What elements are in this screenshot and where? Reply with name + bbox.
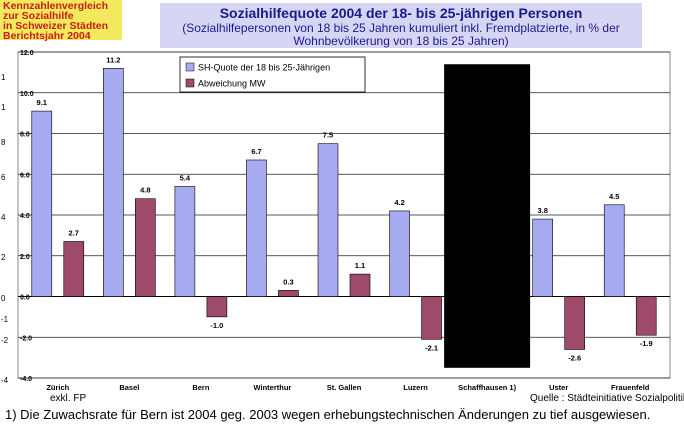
chart-subtitle-line1: (Sozialhilfepersonen von 18 bis 25 Jahre… <box>182 21 620 35</box>
x-tick-label: Frauenfeld <box>611 383 650 392</box>
bar-sh-quote <box>246 159 267 297</box>
data-label: 4.8 <box>140 186 150 195</box>
data-label: -1.9 <box>640 339 653 348</box>
edge-axis-label: 1 <box>1 103 6 112</box>
bar-sh-quote <box>103 68 124 297</box>
x-tick-label: Luzern <box>403 383 428 392</box>
data-label: 4.2 <box>394 198 404 207</box>
legend-box <box>179 56 366 93</box>
edge-axis-label: -2 <box>1 336 9 345</box>
source-note: Quelle : Städteinitiative Sozialpolitik … <box>530 393 684 404</box>
edge-axis-label: 2 <box>1 253 6 262</box>
x-tick-label: St. Gallen <box>327 383 362 392</box>
bar-sh-quote <box>31 110 53 297</box>
bar-abweichung <box>135 198 156 297</box>
x-tick-label: Basel <box>119 383 139 392</box>
bar-sh-quote <box>532 218 553 297</box>
y-tick-label: 10.0 <box>20 91 34 98</box>
x-tick-label: Zürich <box>46 383 69 392</box>
legend-label: SH-Quote der 18 bis 25-Jährigen <box>198 63 330 73</box>
bar-sh-quote <box>389 210 410 297</box>
bar-abweichung <box>564 296 585 350</box>
bar-abweichung <box>349 273 371 297</box>
data-label: 4.5 <box>609 192 619 201</box>
y-tick-label: 6.0 <box>20 172 30 179</box>
bar-sh-quote <box>317 143 339 297</box>
x-tick-label: Schaffhausen 1) <box>458 383 516 392</box>
edge-axis-label: 1 <box>1 73 6 82</box>
data-label: 7.5 <box>323 131 333 140</box>
legend-label: Abweichung MW <box>198 79 266 89</box>
data-label: -2.1 <box>425 343 438 352</box>
y-tick-label: 4.0 <box>20 213 30 220</box>
legend-swatch-sh-quote <box>185 62 195 72</box>
data-label: 0.3 <box>283 277 293 286</box>
data-label: 1.1 <box>355 261 365 270</box>
report-badge: Kennzahlenvergleich zur Sozialhilfe in S… <box>0 0 122 42</box>
y-tick-label: 0.0 <box>20 295 30 302</box>
bar-abweichung <box>635 296 657 336</box>
badge-line: Berichtsjahr 2004 <box>3 30 91 42</box>
data-label: 3.8 <box>537 206 547 215</box>
edge-axis-label: -1 <box>1 315 9 324</box>
footnote: 1) Die Zuwachsrate für Bern ist 2004 geg… <box>5 407 651 422</box>
bar-sh-quote <box>174 186 196 297</box>
masked-bar <box>444 64 531 368</box>
y-tick-label: -2.0 <box>20 335 32 342</box>
chart-subtitle-line2: Wohnbevölkerung von 18 bis 25 Jahren) <box>293 34 509 48</box>
x-tick-label: Winterthur <box>254 383 292 392</box>
badge-line: in Schweizer Städten <box>3 20 109 32</box>
data-label: 6.7 <box>251 147 261 156</box>
edge-axis-label: 0 <box>1 294 6 303</box>
chart-title: Sozialhilfequote 2004 der 18- bis 25-jäh… <box>219 5 583 21</box>
edge-axis-label: 4 <box>1 213 6 222</box>
data-label: -1.0 <box>210 321 223 330</box>
edge-axis-label: 6 <box>1 173 6 182</box>
data-label: 5.4 <box>180 173 191 182</box>
y-tick-label: 8.0 <box>20 132 30 139</box>
bar-abweichung <box>63 241 85 297</box>
bar-abweichung <box>421 296 442 340</box>
x-tick-label: Bern <box>192 383 210 392</box>
bar-sh-quote <box>603 204 625 297</box>
exkl-note: exkl. FP <box>50 393 87 404</box>
badge-line: zur Sozialhilfe <box>3 10 74 22</box>
y-tick-label: 2.0 <box>20 254 30 261</box>
data-label: 11.2 <box>106 55 120 64</box>
data-label: 2.7 <box>69 228 79 237</box>
bar-abweichung <box>206 296 228 318</box>
edge-axis-label: -4 <box>1 376 9 385</box>
legend-swatch-abweichung <box>185 78 195 88</box>
data-label: -2.6 <box>568 353 581 362</box>
chart-title-box: Sozialhilfequote 2004 der 18- bis 25-jäh… <box>160 3 642 48</box>
y-tick-label: 12.0 <box>20 50 34 57</box>
x-tick-label: Uster <box>549 383 568 392</box>
bar-abweichung <box>278 290 299 297</box>
y-tick-label: -4.0 <box>20 376 32 383</box>
edge-axis-label: 8 <box>1 138 6 147</box>
data-label: 9.1 <box>37 98 47 107</box>
badge-line: Kennzahlenvergleich <box>3 0 109 12</box>
